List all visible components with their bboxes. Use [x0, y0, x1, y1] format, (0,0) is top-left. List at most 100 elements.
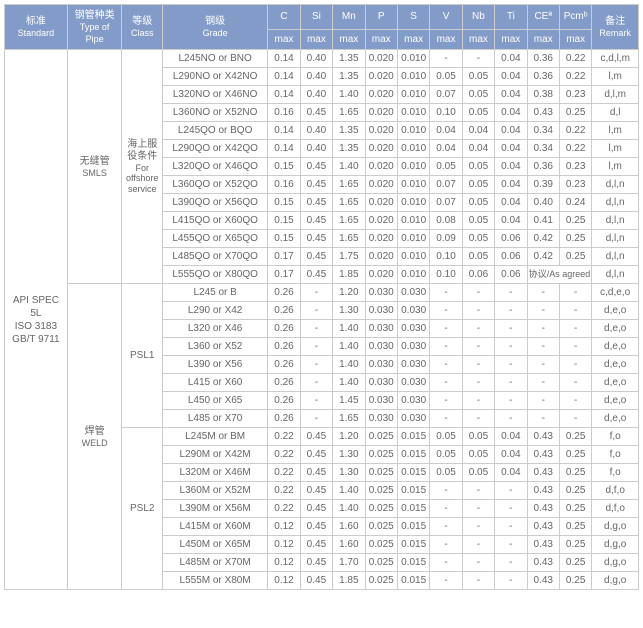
v-cell: - — [430, 410, 462, 428]
ti-cell: 0.04 — [495, 104, 527, 122]
grade-cell: L320NO or X46NO — [162, 86, 267, 104]
s-cell: 0.015 — [397, 518, 429, 536]
c-cell: 0.14 — [268, 68, 300, 86]
ce-cell: 0.43 — [527, 536, 559, 554]
ti-cell: 0.04 — [495, 176, 527, 194]
pcm-cell: 0.23 — [559, 86, 591, 104]
v-cell: 0.09 — [430, 230, 462, 248]
c-cell: 0.12 — [268, 518, 300, 536]
nb-cell: 0.05 — [462, 212, 494, 230]
c-cell: 0.26 — [268, 356, 300, 374]
v-cell: 0.10 — [430, 266, 462, 284]
mn-cell: 1.40 — [333, 374, 365, 392]
grade-cell: L320M or X46M — [162, 464, 267, 482]
pcm-cell: 0.25 — [559, 104, 591, 122]
p-cell: 0.025 — [365, 536, 397, 554]
p-cell: 0.020 — [365, 140, 397, 158]
mn-cell: 1.35 — [333, 122, 365, 140]
ti-cell: - — [495, 302, 527, 320]
grade-cell: L485M or X70M — [162, 554, 267, 572]
ti-cell: 0.04 — [495, 68, 527, 86]
v-cell: 0.05 — [430, 158, 462, 176]
col-mn: Mn — [333, 5, 365, 30]
nb-cell: - — [462, 482, 494, 500]
s-cell: 0.010 — [397, 230, 429, 248]
max-c: max — [268, 29, 300, 49]
v-cell: 0.04 — [430, 140, 462, 158]
p-cell: 0.020 — [365, 194, 397, 212]
c-cell: 0.15 — [268, 212, 300, 230]
table-row: API SPEC 5L ISO 3183 GB/T 9711无缝管SMLS海上服… — [5, 50, 639, 68]
si-cell: 0.45 — [300, 428, 332, 446]
s-cell: 0.015 — [397, 536, 429, 554]
c-cell: 0.15 — [268, 194, 300, 212]
remark-cell: d,e,o — [592, 356, 639, 374]
mn-cell: 1.85 — [333, 266, 365, 284]
grade-cell: L290 or X42 — [162, 302, 267, 320]
nb-cell: 0.05 — [462, 158, 494, 176]
p-cell: 0.020 — [365, 122, 397, 140]
ti-cell: - — [495, 374, 527, 392]
mn-cell: 1.20 — [333, 428, 365, 446]
nb-cell: 0.05 — [462, 86, 494, 104]
s-cell: 0.015 — [397, 572, 429, 590]
si-cell: 0.45 — [300, 158, 332, 176]
ce-cell: 0.43 — [527, 500, 559, 518]
v-cell: - — [430, 518, 462, 536]
mn-cell: 1.40 — [333, 338, 365, 356]
ti-cell: 0.04 — [495, 140, 527, 158]
max-ti: max — [495, 29, 527, 49]
ce-cell: 0.42 — [527, 248, 559, 266]
c-cell: 0.17 — [268, 266, 300, 284]
nb-cell: 0.05 — [462, 68, 494, 86]
c-cell: 0.26 — [268, 302, 300, 320]
mn-cell: 1.65 — [333, 230, 365, 248]
mn-cell: 1.40 — [333, 86, 365, 104]
remark-cell: d,l,m — [592, 86, 639, 104]
nb-cell: 0.04 — [462, 122, 494, 140]
remark-cell: d,g,o — [592, 554, 639, 572]
si-cell: 0.45 — [300, 212, 332, 230]
v-cell: 0.07 — [430, 176, 462, 194]
v-cell: - — [430, 374, 462, 392]
c-cell: 0.26 — [268, 284, 300, 302]
c-cell: 0.22 — [268, 482, 300, 500]
s-cell: 0.015 — [397, 464, 429, 482]
s-cell: 0.030 — [397, 338, 429, 356]
s-cell: 0.030 — [397, 410, 429, 428]
class-psl2-cell: PSL2 — [122, 428, 163, 590]
remark-cell: l,m — [592, 140, 639, 158]
grade-cell: L390M or X56M — [162, 500, 267, 518]
max-pcm: max — [559, 29, 591, 49]
mn-cell: 1.40 — [333, 500, 365, 518]
pcm-cell: 0.22 — [559, 122, 591, 140]
ti-cell: - — [495, 392, 527, 410]
si-cell: 0.45 — [300, 230, 332, 248]
nb-cell: - — [462, 536, 494, 554]
c-cell: 0.12 — [268, 536, 300, 554]
p-cell: 0.020 — [365, 176, 397, 194]
pcm-cell: - — [559, 374, 591, 392]
s-cell: 0.010 — [397, 158, 429, 176]
remark-cell: l,m — [592, 122, 639, 140]
pcm-cell: 0.25 — [559, 554, 591, 572]
ce-cell: 0.43 — [527, 482, 559, 500]
v-cell: 0.05 — [430, 68, 462, 86]
grade-cell: L360QO or X52QO — [162, 176, 267, 194]
c-cell: 0.17 — [268, 248, 300, 266]
ti-cell: - — [495, 554, 527, 572]
mn-cell: 1.70 — [333, 554, 365, 572]
remark-cell: d,e,o — [592, 410, 639, 428]
s-cell: 0.010 — [397, 266, 429, 284]
nb-cell: - — [462, 302, 494, 320]
ce-cell: 0.43 — [527, 104, 559, 122]
nb-cell: - — [462, 554, 494, 572]
grade-cell: L450M or X65M — [162, 536, 267, 554]
ti-cell: - — [495, 518, 527, 536]
max-s: max — [397, 29, 429, 49]
v-cell: - — [430, 572, 462, 590]
s-cell: 0.010 — [397, 68, 429, 86]
c-cell: 0.16 — [268, 176, 300, 194]
table-body: API SPEC 5L ISO 3183 GB/T 9711无缝管SMLS海上服… — [5, 50, 639, 590]
p-cell: 0.030 — [365, 392, 397, 410]
